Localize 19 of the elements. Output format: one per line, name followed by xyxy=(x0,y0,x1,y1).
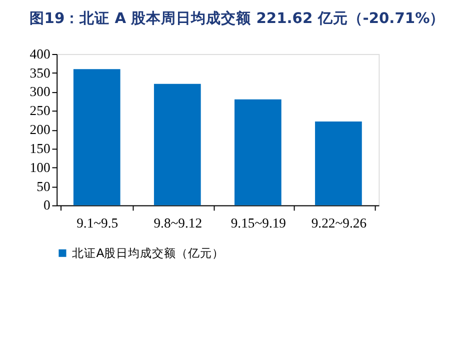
bar xyxy=(73,69,120,206)
bar xyxy=(154,84,201,206)
y-tick-label: 250 xyxy=(30,103,50,118)
x-tick-label: 9.1~9.5 xyxy=(76,215,118,230)
y-tick-label: 50 xyxy=(36,178,50,194)
y-tick-label: 400 xyxy=(30,46,50,62)
x-tick-label: 9.15~9.19 xyxy=(230,215,286,230)
y-tick-label: 0 xyxy=(43,198,50,213)
y-tick-label: 350 xyxy=(30,65,50,80)
y-tick-label: 300 xyxy=(30,84,50,100)
bar xyxy=(234,99,282,206)
legend-label: 北证A股日均成交额（亿元） xyxy=(72,246,224,260)
y-tick-label: 150 xyxy=(30,140,50,156)
x-tick-label: 9.8~9.12 xyxy=(154,215,202,230)
bar xyxy=(315,121,362,206)
y-tick-label: 200 xyxy=(30,122,50,138)
chart-title: 图19：北证 A 股本周日均成交额 221.62 亿元（-20.71%） xyxy=(29,8,445,27)
y-tick-label: 100 xyxy=(30,160,50,175)
x-tick-label: 9.22~9.26 xyxy=(311,215,367,230)
